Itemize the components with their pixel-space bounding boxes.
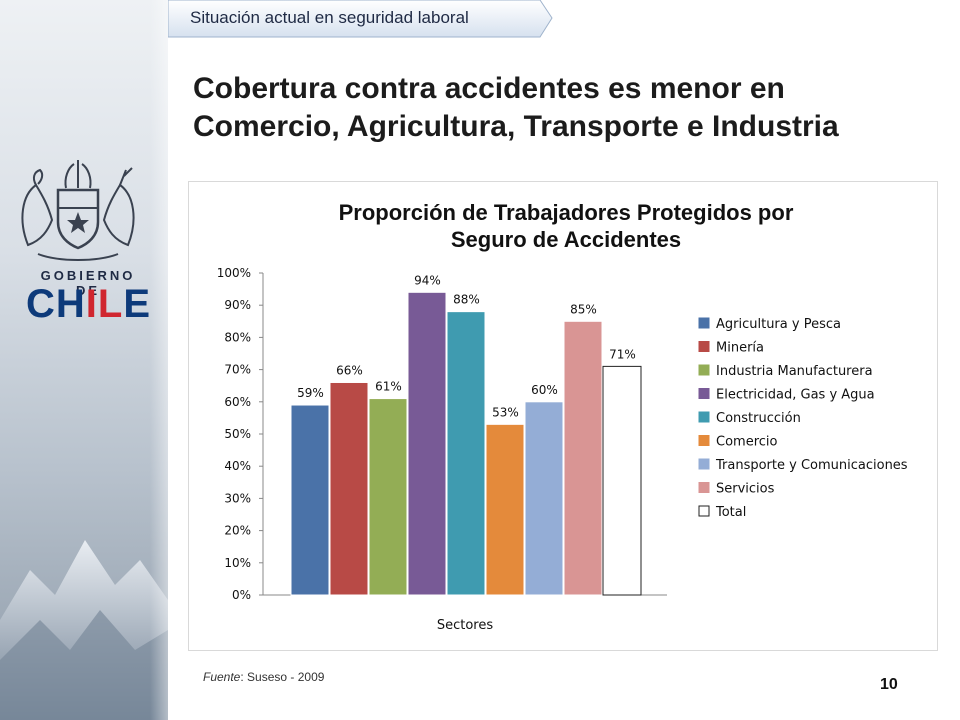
data-label: 66% [336,363,363,377]
chile-logo-part1: CH [26,282,86,326]
page-title: Cobertura contra accidentes es menor en … [193,70,953,146]
bar [602,365,642,596]
plot-area: 0% 10% 20% 30% 40% 50% 60% 70% 80% 90% 100% 59% 66% 6… [217,266,667,602]
bar-chart: Proporción de Trabajadores Protegidos po… [217,200,908,633]
legend-swatch [698,341,710,352]
data-label: 53% [492,405,519,419]
legend-label: Electricidad, Gas y Agua [716,388,875,403]
bar [368,398,408,596]
data-label: 61% [375,380,402,394]
chart-legend: Agricultura y Pesca Minería Industria Manu… [698,317,908,520]
legend-label: Minería [716,341,764,356]
bar [407,291,447,596]
chile-logo-part3: E [123,282,152,326]
y-tick-label: 20% [224,524,251,538]
legend-swatch [698,435,710,446]
y-tick-label: 30% [224,491,251,505]
y-tick-label: 90% [224,298,251,312]
chile-logo: CHILE [26,282,150,326]
chart-title-line2: Seguro de Accidentes [451,227,681,252]
chart-container: Proporción de Trabajadores Protegidos po… [188,181,938,651]
y-tick-label: 50% [224,427,251,441]
left-decorative-band [0,0,168,720]
page-title-line1: Cobertura contra accidentes es menor en [193,72,785,105]
source-note: Fuente: Suseso - 2009 [203,670,324,684]
legend-swatch [698,482,710,493]
coat-of-arms-icon [21,160,135,261]
legend-swatch [698,364,710,376]
page-number: 10 [880,676,898,693]
x-axis-label: Sectores [437,618,494,633]
source-text: : Suseso - 2009 [240,670,325,684]
y-tick-label: 100% [217,266,251,280]
data-label: 60% [531,383,558,397]
legend-swatch [698,411,710,423]
data-label: 88% [453,293,480,307]
bar [329,381,369,596]
legend-swatch [698,317,710,329]
data-label: 59% [297,386,324,400]
y-tick-label: 60% [224,395,251,409]
data-label: 85% [570,302,597,316]
legend-swatch [698,505,710,517]
legend-swatch [698,458,710,470]
legend-swatch [698,388,710,399]
y-tick-label: 70% [224,363,251,377]
legend-label: Transporte y Comunicaciones [715,458,908,473]
legend-label: Construcción [716,411,801,426]
bar [524,401,564,596]
y-tick-label: 0% [232,588,251,602]
section-tab [168,0,553,38]
gobierno-de-label: GOBIERNO DE [40,268,136,298]
snowy-mountains-image [0,540,168,720]
bar [563,320,603,596]
bar [446,311,486,596]
bar [485,423,525,596]
data-label: 71% [609,347,636,361]
y-tick-label: 80% [224,330,251,344]
chile-logo-part2: IL [85,282,124,326]
y-tick-label: 10% [224,556,251,570]
chart-title-line1: Proporción de Trabajadores Protegidos po… [339,200,794,225]
breadcrumb: Situación actual en seguridad laboral [190,8,469,27]
page-title-line2: Comercio, Agricultura, Transporte e Indu… [193,110,839,143]
legend-label: Comercio [716,435,778,450]
bar [290,404,330,596]
data-label: 94% [414,273,441,287]
legend-label: Servicios [716,482,775,497]
legend-label: Industria Manufacturera [716,364,873,379]
legend-label: Agricultura y Pesca [716,317,841,332]
legend-label: Total [715,505,746,520]
y-tick-label: 40% [224,459,251,473]
source-label: Fuente [203,670,241,684]
